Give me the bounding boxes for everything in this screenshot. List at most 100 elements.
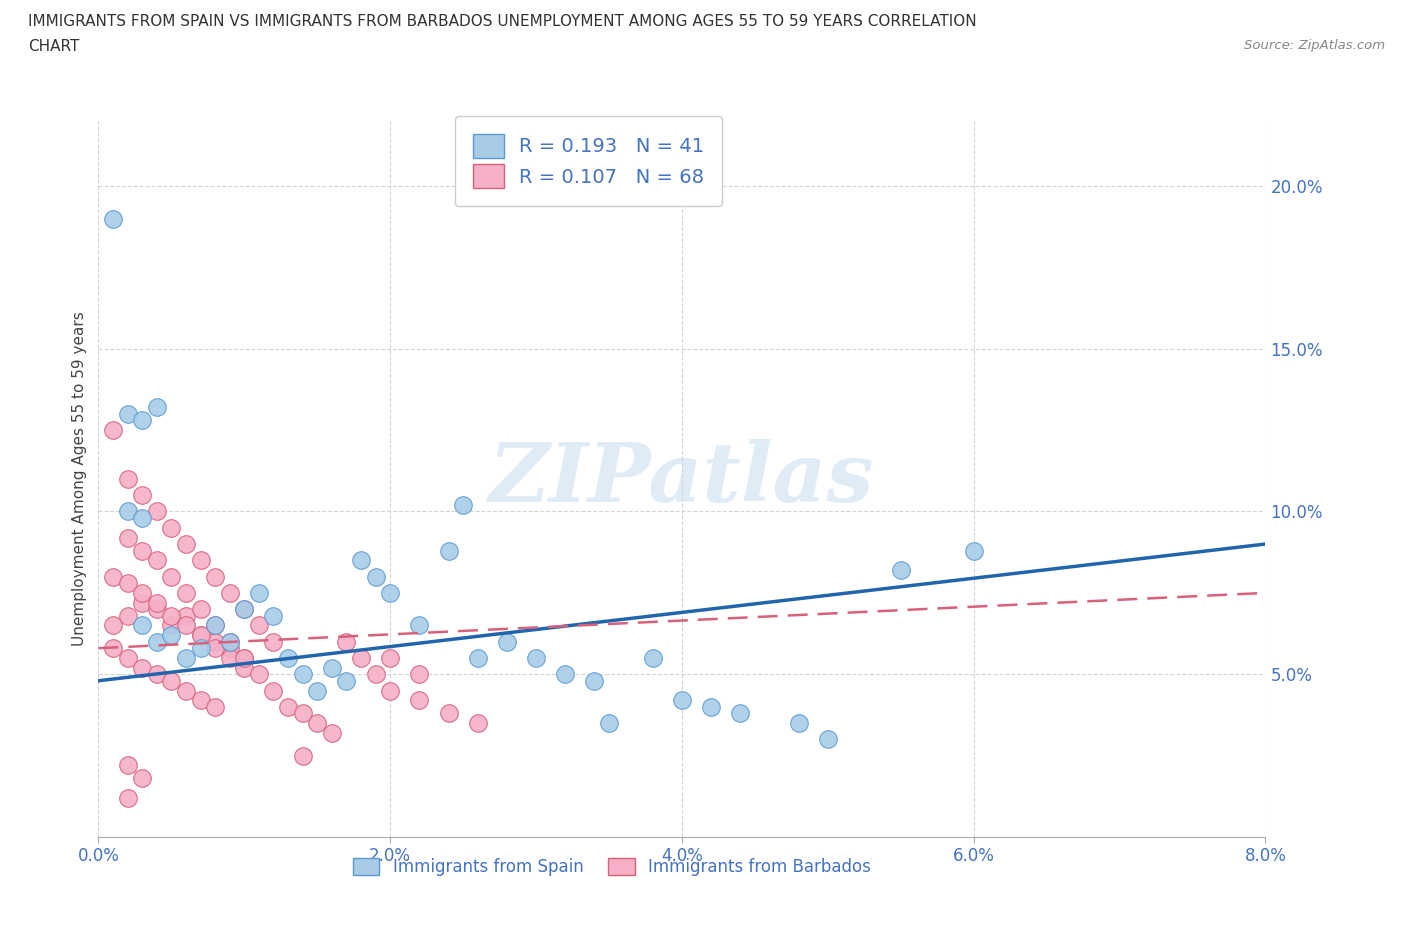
Point <box>204 618 226 633</box>
Point <box>174 618 197 633</box>
Point <box>160 673 183 688</box>
Point <box>364 667 387 682</box>
Point <box>380 683 402 698</box>
Point <box>218 634 240 649</box>
Point <box>554 667 576 682</box>
Point <box>496 634 519 649</box>
Point <box>117 608 139 623</box>
Text: IMMIGRANTS FROM SPAIN VS IMMIGRANTS FROM BARBADOS UNEMPLOYMENT AMONG AGES 55 TO : IMMIGRANTS FROM SPAIN VS IMMIGRANTS FROM… <box>28 14 977 29</box>
Point <box>890 563 912 578</box>
Point <box>131 618 153 633</box>
Point <box>233 602 256 617</box>
Point <box>101 211 124 226</box>
Point <box>350 552 373 567</box>
Point <box>117 576 139 591</box>
Point <box>233 602 256 617</box>
Text: ZIPatlas: ZIPatlas <box>489 439 875 519</box>
Point <box>380 651 402 666</box>
Point <box>524 651 547 666</box>
Point <box>277 651 299 666</box>
Point <box>218 651 240 666</box>
Point <box>131 595 153 610</box>
Point <box>817 732 839 747</box>
Point <box>291 748 314 763</box>
Point <box>146 400 169 415</box>
Point <box>700 699 723 714</box>
Point <box>190 628 212 643</box>
Point <box>190 602 212 617</box>
Point <box>101 569 124 584</box>
Point <box>467 651 489 666</box>
Point <box>321 725 343 740</box>
Text: CHART: CHART <box>28 39 80 54</box>
Point <box>160 618 183 633</box>
Point <box>117 504 139 519</box>
Point <box>218 641 240 656</box>
Point <box>174 586 197 601</box>
Point <box>160 521 183 536</box>
Point <box>174 683 197 698</box>
Point <box>262 634 284 649</box>
Point <box>335 673 357 688</box>
Point <box>101 641 124 656</box>
Point <box>307 683 329 698</box>
Point <box>321 660 343 675</box>
Point <box>598 716 620 731</box>
Point <box>146 634 169 649</box>
Point <box>437 706 460 721</box>
Point <box>262 608 284 623</box>
Point <box>117 530 139 545</box>
Point <box>247 667 270 682</box>
Y-axis label: Unemployment Among Ages 55 to 59 years: Unemployment Among Ages 55 to 59 years <box>72 312 87 646</box>
Point <box>233 660 256 675</box>
Point <box>262 683 284 698</box>
Text: Source: ZipAtlas.com: Source: ZipAtlas.com <box>1244 39 1385 52</box>
Point <box>160 628 183 643</box>
Point <box>408 667 430 682</box>
Point <box>671 693 693 708</box>
Point <box>641 651 664 666</box>
Point <box>146 552 169 567</box>
Point <box>131 511 153 525</box>
Point <box>101 422 124 438</box>
Point <box>247 618 270 633</box>
Point <box>190 552 212 567</box>
Point <box>190 641 212 656</box>
Point <box>291 667 314 682</box>
Point <box>451 498 474 512</box>
Point <box>131 660 153 675</box>
Point <box>190 628 212 643</box>
Point <box>787 716 810 731</box>
Point <box>131 586 153 601</box>
Point <box>335 634 357 649</box>
Point <box>131 771 153 786</box>
Point <box>204 634 226 649</box>
Point <box>730 706 752 721</box>
Point <box>204 618 226 633</box>
Point <box>160 608 183 623</box>
Point <box>146 504 169 519</box>
Point <box>277 699 299 714</box>
Point <box>174 537 197 551</box>
Point <box>146 595 169 610</box>
Point <box>117 651 139 666</box>
Point <box>233 651 256 666</box>
Point <box>218 586 240 601</box>
Point <box>190 693 212 708</box>
Point <box>131 487 153 502</box>
Point <box>437 543 460 558</box>
Point <box>350 651 373 666</box>
Point <box>117 790 139 805</box>
Point <box>247 586 270 601</box>
Point <box>146 602 169 617</box>
Point <box>583 673 606 688</box>
Point <box>117 472 139 486</box>
Legend: Immigrants from Spain, Immigrants from Barbados: Immigrants from Spain, Immigrants from B… <box>346 851 877 883</box>
Point <box>204 641 226 656</box>
Point <box>233 651 256 666</box>
Point <box>117 758 139 773</box>
Point <box>174 608 197 623</box>
Point <box>307 716 329 731</box>
Point <box>117 406 139 421</box>
Point <box>218 634 240 649</box>
